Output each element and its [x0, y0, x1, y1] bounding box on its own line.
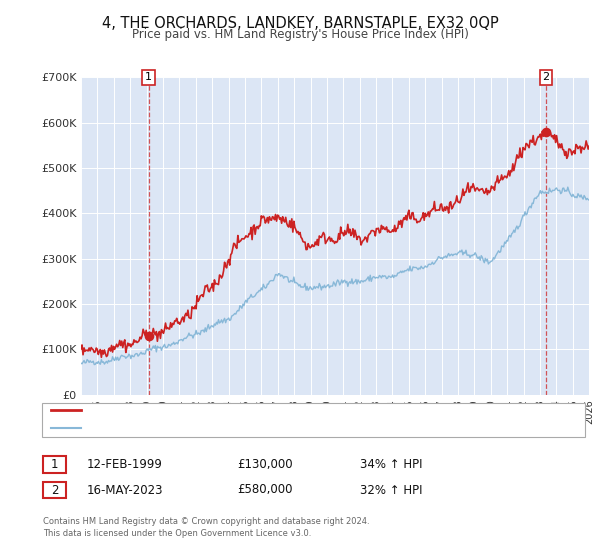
Text: 4, THE ORCHARDS, LANDKEY, BARNSTAPLE, EX32 0QP: 4, THE ORCHARDS, LANDKEY, BARNSTAPLE, EX…	[101, 16, 499, 31]
Text: 2: 2	[51, 483, 58, 497]
Text: 4, THE ORCHARDS, LANDKEY, BARNSTAPLE, EX32 0QP (detached house): 4, THE ORCHARDS, LANDKEY, BARNSTAPLE, EX…	[90, 405, 451, 415]
Text: Price paid vs. HM Land Registry's House Price Index (HPI): Price paid vs. HM Land Registry's House …	[131, 28, 469, 41]
Text: 1: 1	[51, 458, 58, 472]
Text: £580,000: £580,000	[237, 483, 293, 497]
Point	[144, 332, 154, 340]
Text: £130,000: £130,000	[237, 458, 293, 472]
Text: Contains HM Land Registry data © Crown copyright and database right 2024.: Contains HM Land Registry data © Crown c…	[43, 517, 370, 526]
Text: HPI: Average price, detached house, North Devon: HPI: Average price, detached house, Nort…	[90, 423, 337, 433]
Text: 32% ↑ HPI: 32% ↑ HPI	[360, 483, 422, 497]
Point	[541, 127, 551, 136]
Text: This data is licensed under the Open Government Licence v3.0.: This data is licensed under the Open Gov…	[43, 529, 311, 538]
Text: 2: 2	[542, 72, 550, 82]
Text: 1: 1	[145, 72, 152, 82]
Text: 12-FEB-1999: 12-FEB-1999	[87, 458, 163, 472]
Text: 34% ↑ HPI: 34% ↑ HPI	[360, 458, 422, 472]
Text: 16-MAY-2023: 16-MAY-2023	[87, 483, 163, 497]
